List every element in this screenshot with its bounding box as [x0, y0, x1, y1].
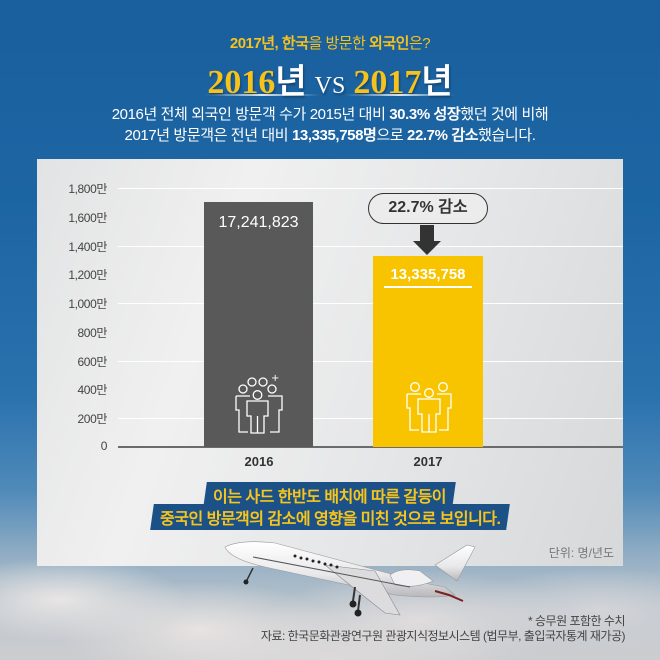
- title-underline-right: [345, 94, 455, 96]
- description: 2016년 전체 외국인 방문객 수가 2015년 대비 30.3% 성장했던 …: [0, 104, 660, 146]
- y-tick-label: 1,000만: [68, 297, 107, 311]
- gridline: [118, 303, 623, 304]
- gridline: [118, 246, 623, 247]
- people-group-plus-icon: +: [235, 373, 283, 434]
- x-label-2017: 2017: [413, 454, 443, 469]
- bar-value-2017: 13,335,758: [390, 266, 466, 283]
- gridline: [118, 188, 623, 189]
- svg-text:+: +: [271, 373, 279, 384]
- airplane-image: [224, 541, 476, 617]
- unit-label: 단위: 명/년도: [548, 546, 614, 560]
- footnote-note: * 승무원 포함한 수치: [528, 614, 626, 628]
- y-tick-label: 1,200만: [68, 268, 107, 282]
- bar-2017: 13,335,758: [373, 256, 483, 447]
- x-label-2016: 2016: [244, 454, 274, 469]
- decrease-callout: 22.7% 감소: [368, 193, 488, 224]
- gridline: [118, 361, 623, 362]
- page-title: 2016년 VS 2017년: [207, 64, 453, 101]
- y-tick-label: 1,600만: [68, 211, 107, 225]
- y-tick-label: 400만: [77, 383, 108, 397]
- bar-value-underline: [384, 286, 472, 288]
- y-tick-label: 0: [100, 439, 108, 453]
- bar-2016: 17,241,823: [204, 202, 313, 447]
- description-line-2: 2017년 방문객은 전년 대비 13,335,758명으로 22.7% 감소했…: [124, 127, 536, 144]
- header-subtitle: 2017년, 한국을 방문한 외국인은?: [229, 35, 431, 52]
- down-arrow-head-icon: [413, 241, 441, 255]
- description-line-1: 2016년 전체 외국인 방문객 수가 2015년 대비 30.3% 성장했던 …: [111, 106, 549, 123]
- title-underline-left: [205, 94, 320, 96]
- y-tick-label: 800만: [77, 326, 108, 340]
- down-arrow-icon: [420, 225, 434, 242]
- bar-value-2016: 17,241,823: [218, 214, 299, 231]
- y-tick-label: 600만: [77, 355, 108, 369]
- people-group-icon: [406, 382, 452, 433]
- x-axis-baseline: [118, 446, 623, 448]
- y-tick-label: 1,400만: [68, 240, 107, 254]
- gridline: [118, 418, 623, 419]
- y-tick-label: 1,800만: [68, 182, 107, 196]
- y-tick-label: 200만: [77, 412, 108, 426]
- footnote-source: 자료: 한국문화관광연구원 관광지식정보시스템 (법무부, 출입국자통계 재가공…: [260, 629, 626, 643]
